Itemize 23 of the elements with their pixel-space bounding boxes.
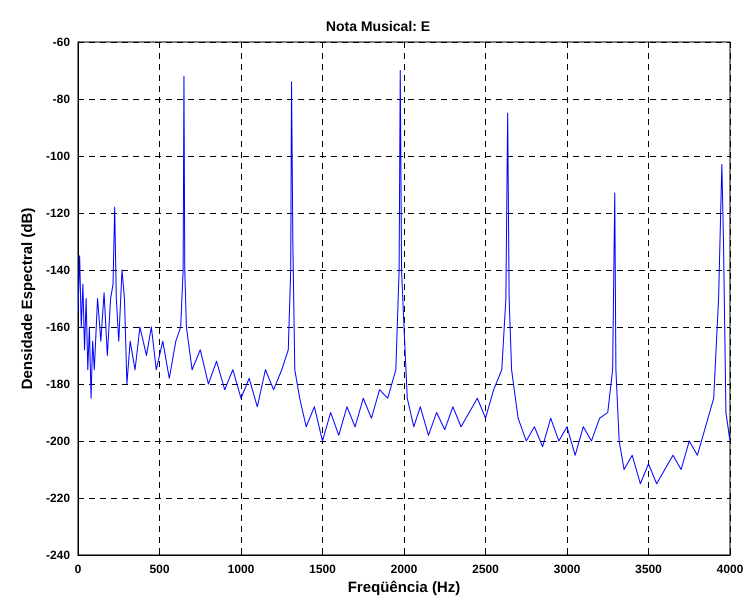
y-tick-label: -200 [46, 434, 70, 448]
y-tick-label: -220 [46, 491, 70, 505]
y-tick-label: -120 [46, 206, 70, 220]
y-tick-label: -140 [46, 263, 70, 277]
y-tick-label: -100 [46, 149, 70, 163]
y-tick-label: -180 [46, 377, 70, 391]
y-tick-label: -60 [52, 35, 70, 49]
y-tick-label: -240 [46, 548, 70, 562]
x-tick-label: 500 [149, 562, 170, 576]
x-tick-label: 2500 [472, 562, 500, 576]
y-tick-label: -80 [52, 92, 70, 106]
x-tick-label: 4000 [716, 562, 744, 576]
x-tick-label: 3500 [635, 562, 662, 576]
chart-title: Nota Musical: E [326, 18, 430, 34]
y-axis-title: Densidade Espectral (dB) [19, 208, 36, 390]
x-tick-label: 1000 [228, 562, 255, 576]
x-tick-label: 1500 [309, 562, 336, 576]
x-tick-label: 2000 [390, 562, 418, 576]
y-tick-label: -160 [46, 320, 70, 334]
x-tick-label: 3000 [554, 562, 581, 576]
line-series [78, 70, 730, 484]
x-axis-title: Freqüência (Hz) [348, 578, 460, 596]
x-tick-label: 0 [74, 562, 82, 576]
